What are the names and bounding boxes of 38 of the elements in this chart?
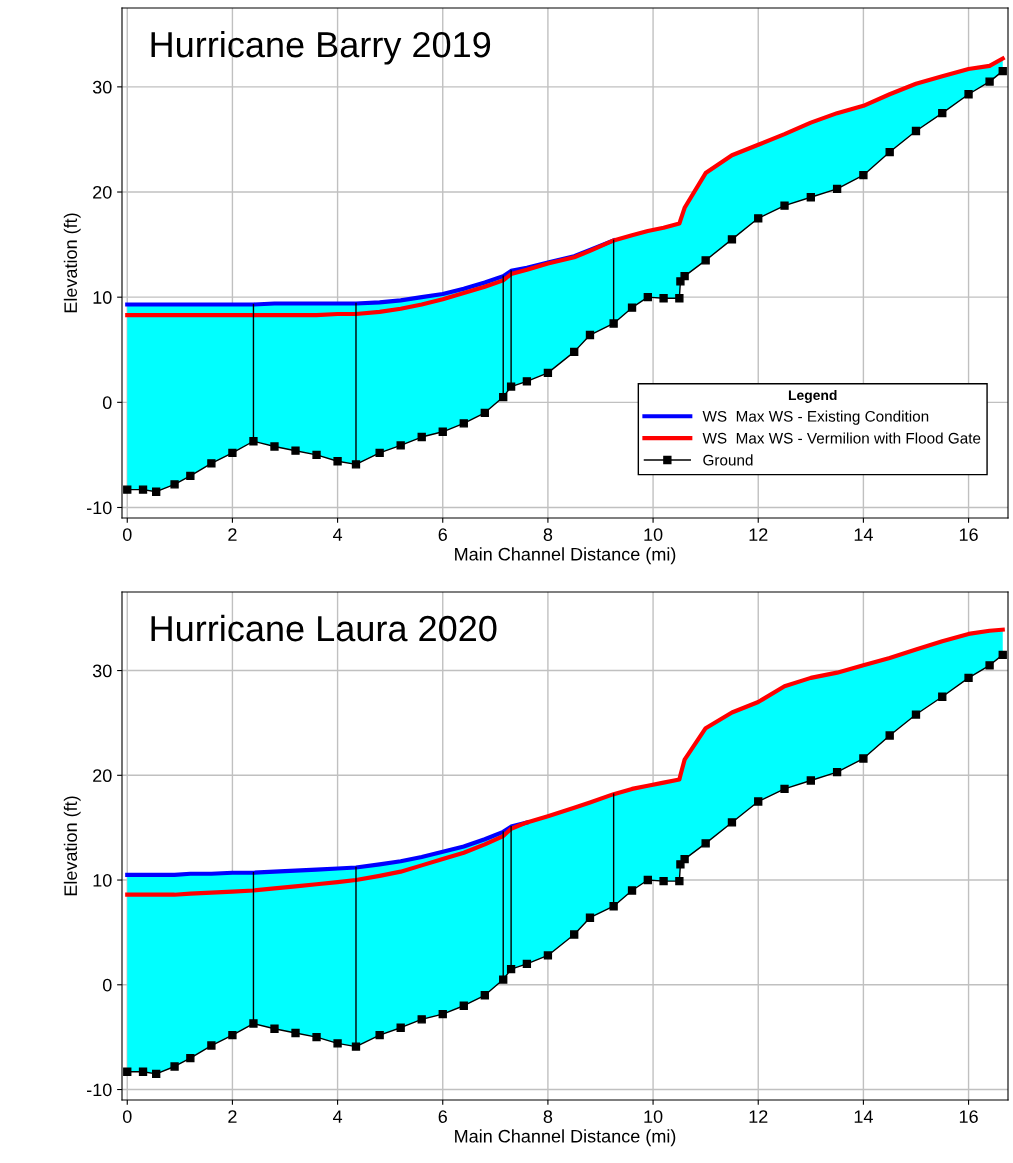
y-axis-title: Elevation (ft): [63, 796, 81, 896]
x-axis-title: Main Channel Distance (mi): [455, 1129, 676, 1147]
legend-title: Legend: [788, 389, 837, 403]
text: Hurricane Laura 2020: [151, 614, 497, 642]
x-tick-label: 4: [332, 528, 343, 541]
y-tick-label: 10: [93, 291, 112, 304]
x-tick-label: 2: [228, 528, 237, 541]
y-tick-label: 20: [93, 769, 112, 783]
x-axis-title: Main Channel Distance (mi): [455, 547, 676, 565]
x-tick-label: 6: [438, 1110, 447, 1123]
y-tick-label: 30: [92, 80, 112, 94]
x-tick-label: 14: [854, 1110, 873, 1123]
x-tick-label: 8: [543, 528, 553, 541]
y-tick-label: 0: [102, 396, 112, 410]
x-tick-label: 4: [332, 1110, 343, 1123]
y-tick-label: 30: [92, 664, 112, 678]
legend-label: WS Max WS - Existing Condition: [702, 410, 929, 425]
y-tick-label: -10: [86, 1083, 112, 1097]
x-tick-label: 10: [644, 528, 663, 541]
legend-label: WS Max WS - Vermilion with Flood Gate: [702, 432, 981, 444]
legend-label: Ground: [703, 454, 753, 466]
y-tick-label: -10: [86, 501, 112, 515]
y-tick-label: 20: [93, 185, 112, 199]
x-tick-label: 6: [438, 528, 447, 541]
x-tick-label: 12: [749, 528, 768, 541]
x-tick-label: 16: [959, 1110, 978, 1123]
x-tick-label: 12: [749, 1110, 768, 1123]
y-axis-title: Elevation (ft): [63, 213, 81, 313]
y-tick-label: 10: [93, 873, 112, 887]
x-tick-label: 8: [543, 1110, 553, 1123]
text: Hurricane Barry 2019: [151, 30, 491, 65]
x-tick-label: 0: [122, 1110, 132, 1123]
x-tick-label: 10: [644, 1110, 663, 1123]
x-tick-label: 2: [228, 1110, 237, 1123]
x-tick-label: 0: [122, 528, 132, 541]
x-tick-label: 14: [854, 528, 873, 541]
x-tick-label: 16: [959, 528, 978, 541]
y-tick-label: 0: [102, 978, 112, 992]
